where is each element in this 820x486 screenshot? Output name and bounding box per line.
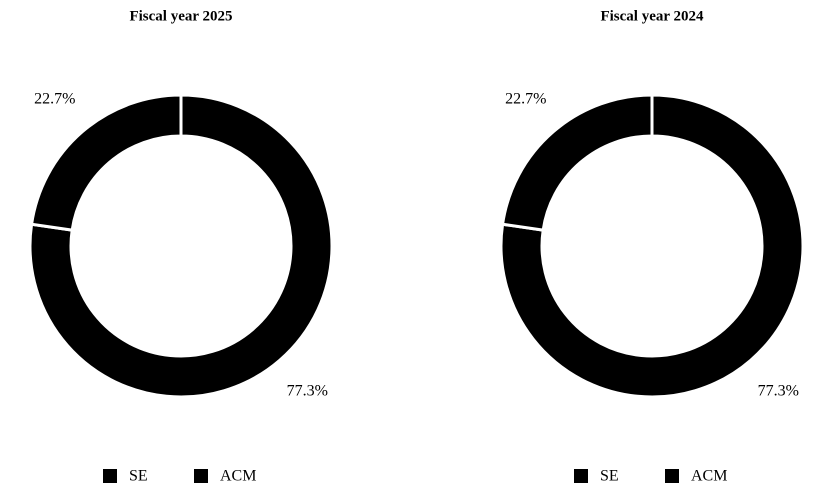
data-label: 22.7% bbox=[34, 91, 75, 108]
data-label: 22.7% bbox=[505, 91, 546, 108]
legend-label: ACM bbox=[220, 468, 256, 485]
legend-swatch bbox=[574, 469, 588, 483]
donut-segment bbox=[499, 93, 805, 399]
chart-title: Fiscal year 2025 bbox=[129, 8, 232, 24]
donut-segment bbox=[28, 93, 334, 399]
legend-label: SE bbox=[600, 468, 619, 485]
legend-label: ACM bbox=[691, 468, 727, 485]
legend-swatch bbox=[103, 469, 117, 483]
data-label: 77.3% bbox=[758, 383, 799, 400]
donut-segment bbox=[500, 93, 654, 232]
legend-label: SE bbox=[129, 468, 148, 485]
chart-title: Fiscal year 2024 bbox=[600, 8, 704, 24]
donut-segment bbox=[29, 93, 183, 232]
legend-swatch bbox=[194, 469, 208, 483]
legend-swatch bbox=[665, 469, 679, 483]
data-label: 77.3% bbox=[287, 383, 328, 400]
